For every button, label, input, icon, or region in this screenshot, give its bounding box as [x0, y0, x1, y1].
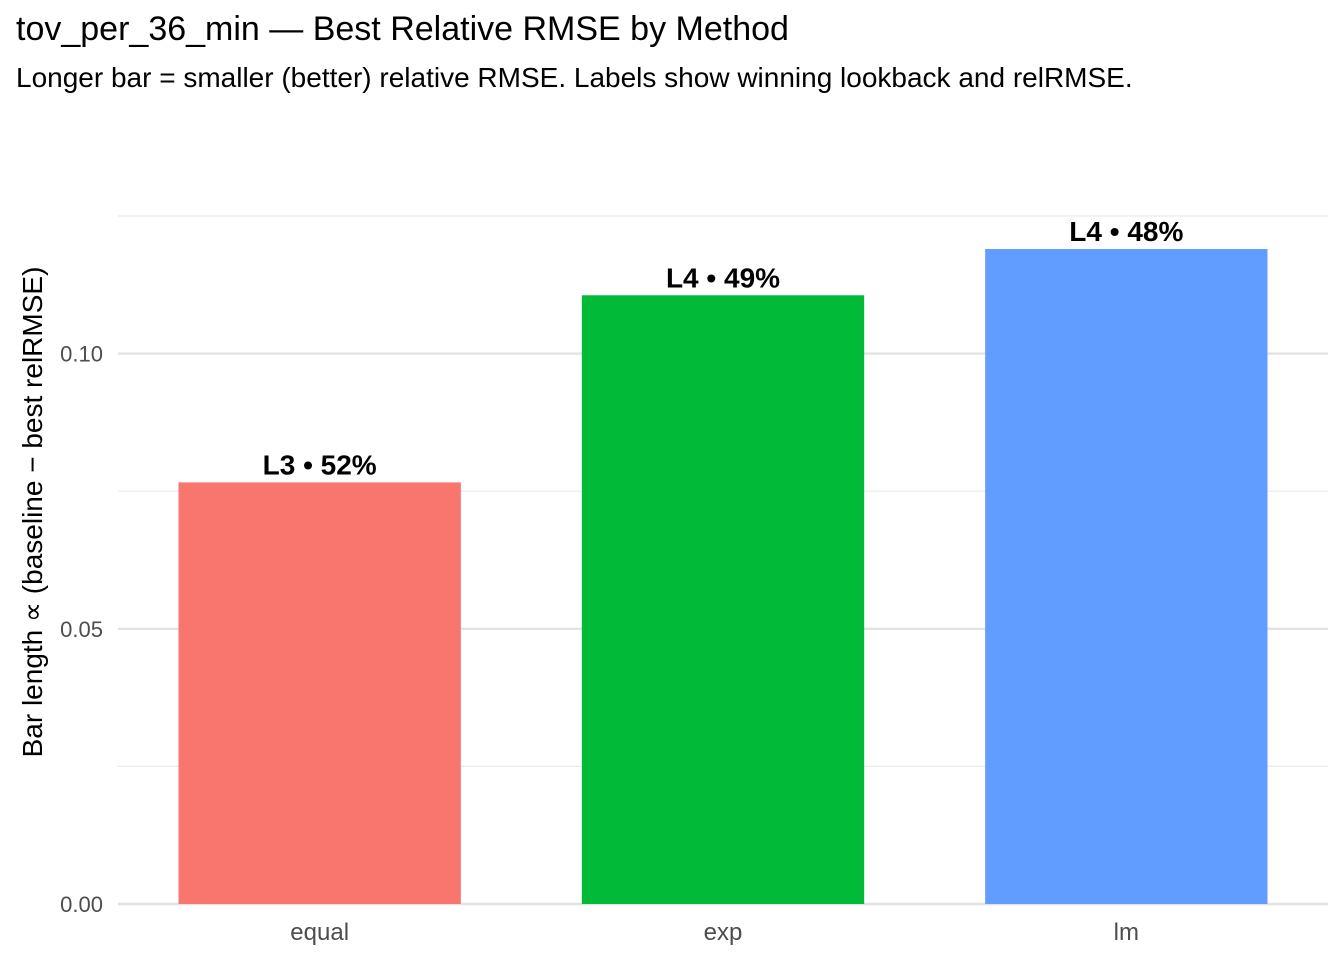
bar-label-equal: L3 • 52% [263, 449, 377, 480]
bar-lm [985, 249, 1268, 905]
bar-equal [178, 482, 461, 904]
y-axis-label: Bar length ∝ (baseline − best relRMSE) [17, 267, 48, 758]
x-tick-label-exp: exp [704, 919, 743, 946]
x-tick-labels: equal exp lm [290, 919, 1139, 946]
bar-label-exp: L4 • 49% [666, 262, 780, 293]
y-tick-label: 0.00 [60, 892, 103, 917]
y-tick-label: 0.05 [60, 617, 103, 642]
bar-labels: L3 • 52% L4 • 49% L4 • 48% [263, 216, 1184, 480]
chart-title: tov_per_36_min — Best Relative RMSE by M… [16, 10, 789, 48]
bar-exp [581, 295, 865, 905]
y-tick-labels: 0.00 0.05 0.10 [60, 342, 103, 917]
x-tick-label-lm: lm [1114, 919, 1139, 946]
bar-label-lm: L4 • 48% [1069, 216, 1183, 247]
y-tick-label: 0.10 [60, 342, 103, 367]
bars [178, 249, 1268, 905]
chart-subtitle: Longer bar = smaller (better) relative R… [16, 62, 1133, 93]
x-tick-label-equal: equal [290, 919, 349, 946]
